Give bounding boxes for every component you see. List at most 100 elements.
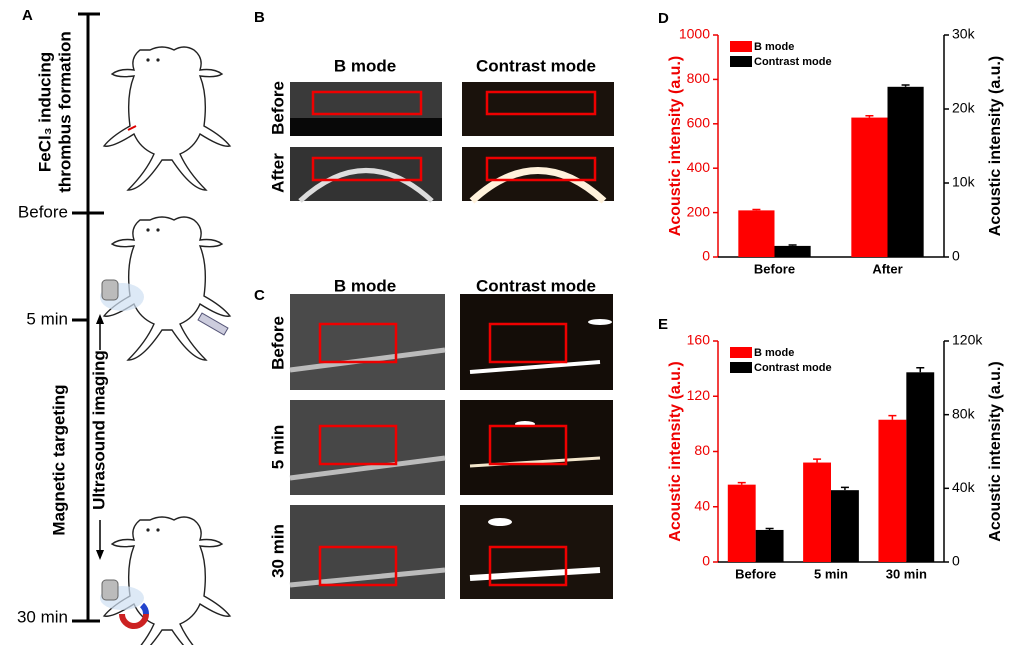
ultrasound-image xyxy=(290,118,442,136)
legend-label: B mode xyxy=(754,41,794,53)
row-label: 5 min xyxy=(268,425,287,469)
time-label: 30 min xyxy=(17,607,68,626)
y2-tick-label: 10k xyxy=(952,174,976,190)
legend-swatch xyxy=(730,56,752,67)
y-axis-title: Acoustic intensity (a.u.) xyxy=(667,361,684,541)
y-tick-label: 800 xyxy=(687,70,711,86)
column-label: Contrast mode xyxy=(476,276,596,295)
roi-box xyxy=(318,424,398,466)
ultrasound-image xyxy=(290,400,445,495)
magnet xyxy=(119,613,149,629)
roi-box xyxy=(485,90,597,116)
legend-swatch xyxy=(730,362,752,373)
time-label: 5 min xyxy=(26,309,68,328)
y2-tick-label: 120k xyxy=(952,332,983,348)
error-bar xyxy=(752,208,761,211)
legend-label: Contrast mode xyxy=(754,362,832,374)
panel-label: C xyxy=(254,287,265,304)
column-label: B mode xyxy=(334,276,396,295)
row-label: After xyxy=(268,153,287,193)
contrast-image xyxy=(462,82,614,136)
bar xyxy=(774,245,811,257)
y2-tick-label: 20k xyxy=(952,100,976,116)
error-bar xyxy=(788,244,797,246)
contrast-image xyxy=(460,294,613,390)
x-tick-label: After xyxy=(872,261,902,276)
syringe xyxy=(197,312,229,336)
roi-box xyxy=(488,322,568,364)
bar xyxy=(738,210,775,257)
bar xyxy=(803,462,831,562)
time-label: Before xyxy=(18,202,68,221)
arrow-head xyxy=(96,550,104,560)
bar xyxy=(831,490,859,562)
probe xyxy=(101,579,119,601)
y-tick-label: 400 xyxy=(687,159,711,175)
contrast-echo xyxy=(469,360,601,374)
row-label: Before xyxy=(268,316,287,370)
column-label: Contrast mode xyxy=(476,56,596,75)
step-label: Ultrasound imaging xyxy=(89,350,108,510)
step-label: FeCl₃ inducing xyxy=(35,52,54,172)
y-tick-label: 200 xyxy=(687,203,711,219)
bar xyxy=(727,484,756,562)
y-tick-label: 0 xyxy=(702,248,710,264)
bar xyxy=(906,372,935,562)
tube-echo xyxy=(469,167,607,204)
error-bar xyxy=(813,458,822,463)
vessel-wall xyxy=(289,347,446,373)
roi-box xyxy=(485,156,597,182)
y2-tick-label: 80k xyxy=(952,405,976,421)
step-label: Magnetic targeting xyxy=(49,384,68,535)
error-bar xyxy=(916,366,925,373)
y2-tick-label: 30k xyxy=(952,26,976,42)
mouse-drawing xyxy=(103,46,231,191)
y-tick-label: 160 xyxy=(687,332,711,348)
y-tick-label: 40 xyxy=(694,497,710,513)
y-tick-label: 120 xyxy=(687,387,711,403)
y2-axis-title: Acoustic intensity (a.u.) xyxy=(987,56,1004,236)
roi-box xyxy=(488,545,568,587)
tube-echo xyxy=(298,168,434,203)
x-tick-label: 5 min xyxy=(814,566,848,581)
y2-tick-label: 0 xyxy=(952,553,960,569)
y-axis-title: Acoustic intensity (a.u.) xyxy=(667,56,684,236)
contrast-echo xyxy=(588,319,612,325)
legend-label: Contrast mode xyxy=(754,56,832,68)
magnet xyxy=(139,602,150,615)
bar xyxy=(887,86,924,257)
roi-box xyxy=(318,545,398,587)
contrast-image xyxy=(460,505,613,599)
y2-tick-label: 40k xyxy=(952,479,976,495)
row-label: Before xyxy=(268,81,287,135)
y-tick-label: 80 xyxy=(694,442,710,458)
y2-tick-label: 0 xyxy=(952,248,960,264)
panel-label: E xyxy=(658,316,668,333)
legend-label: B mode xyxy=(754,347,794,359)
roi-box xyxy=(311,156,423,182)
x-tick-label: Before xyxy=(754,261,795,276)
x-tick-label: 30 min xyxy=(886,566,927,581)
bar xyxy=(851,117,888,257)
y-tick-label: 1000 xyxy=(679,26,710,42)
ultrasound-image xyxy=(290,147,442,201)
arrow-head xyxy=(96,314,104,324)
roi-box xyxy=(311,90,423,116)
ultrasound-image xyxy=(290,294,445,390)
roi-box xyxy=(488,424,568,466)
legend-swatch xyxy=(730,347,752,358)
y-tick-label: 0 xyxy=(702,553,710,569)
bar xyxy=(878,419,907,562)
mouse-drawing xyxy=(103,516,231,650)
contrast-echo xyxy=(488,518,512,526)
x-tick-label: Before xyxy=(735,566,776,581)
bar xyxy=(755,529,784,562)
vessel-wall xyxy=(289,455,446,481)
y2-axis-title: Acoustic intensity (a.u.) xyxy=(987,361,1004,541)
step-label: thrombus formation xyxy=(55,31,74,193)
probe xyxy=(101,279,119,301)
error-bar xyxy=(765,527,774,530)
contrast-echo xyxy=(469,567,601,581)
error-bar xyxy=(865,115,874,118)
